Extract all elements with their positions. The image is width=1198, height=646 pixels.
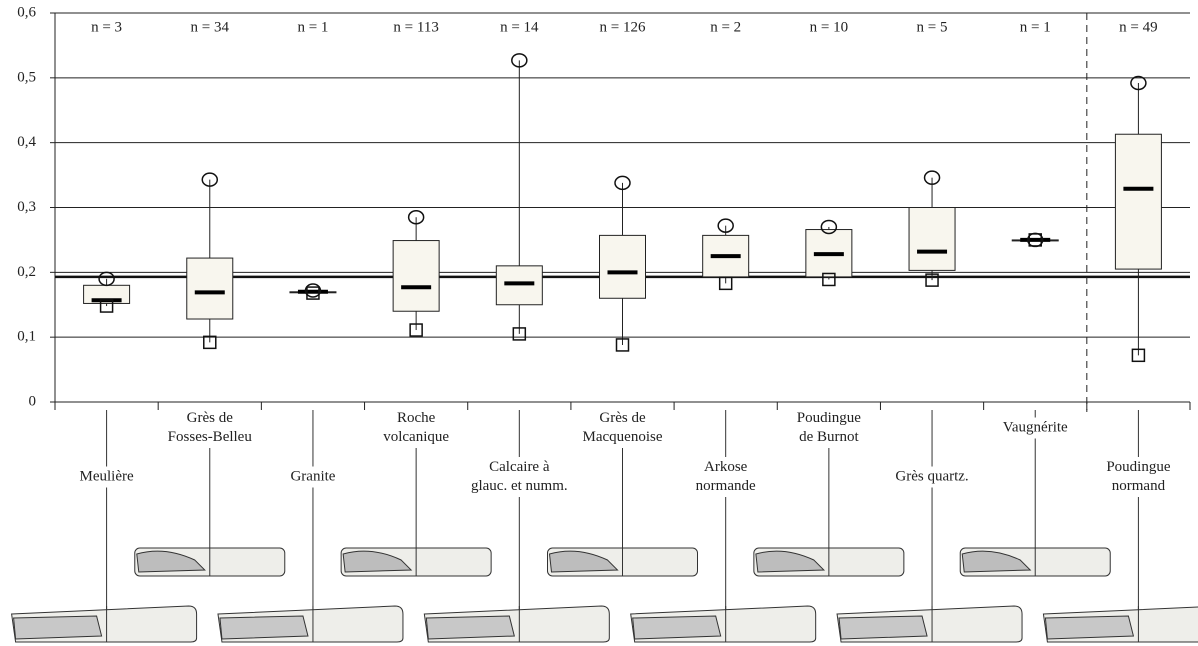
category-label: Grès de Macquenoise	[579, 408, 666, 448]
max-marker	[717, 218, 734, 233]
max-marker	[923, 170, 941, 185]
min-marker	[306, 286, 320, 300]
n-label: n = 1	[297, 19, 328, 35]
tool-blade	[1044, 615, 1135, 640]
max-marker	[820, 219, 838, 235]
min-marker	[822, 272, 836, 287]
tool-blade	[13, 615, 103, 640]
max-marker	[1026, 232, 1044, 248]
y-tick-label: 0	[29, 393, 37, 409]
min-marker	[99, 299, 114, 313]
category-label: Vaugnérite	[999, 417, 1071, 439]
n-label: n = 1	[1020, 19, 1051, 35]
category-label: Poudingue de Burnot	[793, 408, 864, 448]
tool-blade	[219, 615, 309, 640]
max-marker	[1130, 75, 1147, 91]
box	[908, 207, 956, 271]
tool-blade	[755, 550, 826, 573]
n-label: n = 49	[1119, 19, 1157, 35]
category-label: Arkose normande	[692, 457, 759, 497]
n-label: n = 34	[191, 19, 230, 35]
y-tick-label: 0,5	[17, 69, 36, 85]
min-marker	[615, 338, 630, 352]
max-marker	[511, 53, 528, 68]
category-label: Granite	[287, 466, 339, 488]
tool-blade	[961, 550, 1032, 573]
n-label: n = 10	[810, 19, 848, 35]
min-marker	[718, 276, 733, 291]
box	[392, 240, 440, 312]
n-label: n = 5	[917, 19, 948, 35]
category-label: Grès quartz.	[892, 466, 972, 488]
y-tick-label: 0,1	[17, 329, 36, 345]
min-marker	[203, 335, 217, 350]
tool-blade	[548, 550, 619, 573]
max-marker	[201, 172, 219, 187]
n-label: n = 14	[500, 19, 539, 35]
tool-blade	[342, 550, 413, 573]
y-tick-label: 0,4	[17, 134, 36, 150]
tool-blade	[838, 615, 928, 640]
category-label: Grès de Fosses-Belleu	[164, 408, 255, 448]
min-marker	[1131, 348, 1146, 363]
n-label: n = 126	[600, 19, 646, 35]
min-marker	[409, 323, 423, 337]
n-label: n = 3	[91, 19, 122, 35]
tool-blade	[425, 615, 515, 640]
category-label: Meulière	[76, 466, 137, 488]
y-tick-label: 0,3	[17, 199, 36, 215]
min-marker	[925, 273, 939, 287]
tool-blade	[632, 615, 722, 640]
box	[186, 257, 234, 320]
min-marker	[512, 327, 527, 341]
y-tick-label: 0,6	[17, 4, 36, 20]
max-marker	[614, 175, 631, 191]
n-label: n = 2	[710, 19, 741, 35]
category-label: Calcaire à glauc. et numm.	[467, 457, 571, 497]
box	[1114, 133, 1162, 270]
n-label: n = 113	[393, 19, 438, 35]
y-tick-label: 0,2	[17, 264, 36, 280]
max-marker	[407, 209, 425, 225]
box	[599, 234, 646, 299]
tool-blade	[136, 550, 206, 573]
max-marker	[98, 271, 115, 287]
category-label: Poudingue normand	[1103, 457, 1174, 497]
max-marker	[304, 283, 322, 298]
category-label: Roche volcanique	[380, 408, 453, 448]
